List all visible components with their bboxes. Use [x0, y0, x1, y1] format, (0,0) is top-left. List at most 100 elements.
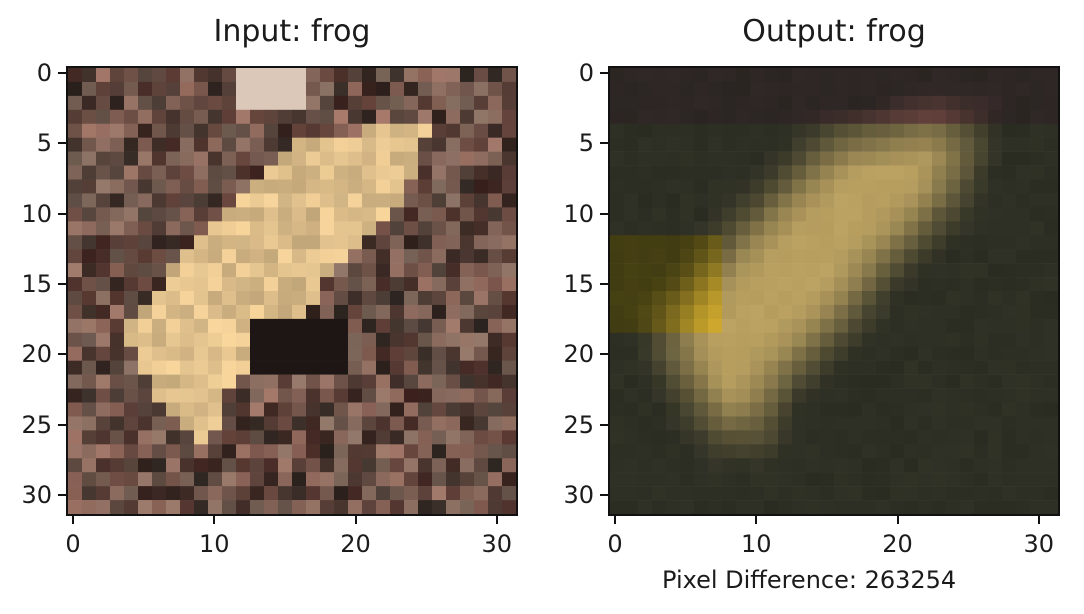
image-pixel [1044, 374, 1058, 389]
image-pixel [180, 430, 195, 445]
image-pixel [918, 318, 933, 334]
image-pixel [474, 95, 489, 111]
image-pixel [236, 304, 251, 320]
image-pixel [222, 416, 237, 431]
image-pixel [180, 123, 195, 138]
image-pixel [904, 95, 919, 111]
image-pixel [222, 430, 237, 445]
image-pixel [638, 137, 653, 152]
image-pixel [890, 193, 905, 208]
image-pixel [292, 81, 307, 97]
image-pixel [208, 277, 223, 292]
image-pixel [278, 109, 293, 125]
image-pixel [194, 151, 209, 166]
image-pixel [778, 374, 793, 389]
image-pixel [988, 179, 1003, 194]
image-pixel [446, 486, 461, 501]
image-pixel [460, 374, 475, 389]
image-pixel [680, 416, 695, 431]
image-pixel [736, 249, 751, 264]
image-pixel [666, 402, 681, 417]
image-pixel [474, 235, 489, 250]
image-pixel [848, 207, 863, 222]
image-pixel [778, 346, 793, 361]
image-pixel [222, 123, 237, 138]
image-pixel [960, 263, 975, 278]
image-pixel [306, 304, 321, 320]
image-pixel [694, 277, 709, 292]
image-pixel [988, 374, 1003, 389]
image-pixel [292, 207, 307, 222]
image-pixel [194, 332, 209, 348]
image-pixel [778, 193, 793, 208]
image-pixel [848, 458, 863, 473]
image-pixel [418, 137, 433, 152]
image-pixel [488, 165, 503, 180]
image-pixel [152, 472, 167, 487]
image-pixel [320, 221, 335, 236]
image-pixel [820, 360, 835, 375]
image-pixel [666, 81, 681, 97]
image-pixel [96, 249, 111, 264]
image-pixel [208, 193, 223, 208]
image-pixel [502, 346, 516, 361]
image-pixel [792, 318, 807, 334]
image-pixel [446, 68, 461, 83]
image-pixel [764, 291, 779, 306]
image-pixel [834, 388, 849, 403]
image-pixel [792, 81, 807, 97]
image-pixel [778, 486, 793, 501]
image-pixel [236, 416, 251, 431]
image-pixel [834, 486, 849, 501]
image-pixel [124, 486, 139, 501]
image-pixel [362, 249, 377, 264]
image-pixel [110, 165, 125, 180]
image-pixel [904, 318, 919, 334]
image-pixel [652, 458, 667, 473]
image-pixel [390, 235, 405, 250]
image-pixel [820, 151, 835, 166]
image-pixel [390, 179, 405, 194]
image-pixel [96, 68, 111, 83]
image-pixel [124, 472, 139, 487]
image-pixel [334, 472, 349, 487]
image-pixel [348, 221, 363, 236]
image-pixel [194, 277, 209, 292]
image-pixel [166, 416, 181, 431]
image-pixel [264, 68, 279, 83]
image-pixel [362, 332, 377, 348]
image-pixel [876, 109, 891, 125]
image-pixel [722, 332, 737, 348]
image-pixel [638, 81, 653, 97]
image-pixel [624, 165, 639, 180]
image-pixel [904, 137, 919, 152]
image-pixel [848, 402, 863, 417]
image-pixel [432, 109, 447, 125]
image-pixel [820, 430, 835, 445]
image-pixel [432, 277, 447, 292]
image-pixel [736, 332, 751, 348]
image-pixel [820, 123, 835, 138]
image-pixel [320, 277, 335, 292]
image-pixel [404, 137, 419, 152]
image-pixel [138, 221, 153, 236]
image-pixel [222, 68, 237, 83]
image-pixel [652, 151, 667, 166]
image-pixel [96, 346, 111, 361]
image-pixel [1030, 500, 1045, 514]
image-pixel [806, 123, 821, 138]
image-pixel [404, 109, 419, 125]
image-pixel [1002, 430, 1017, 445]
image-pixel [292, 304, 307, 320]
image-pixel [460, 249, 475, 264]
image-pixel [904, 221, 919, 236]
image-pixel [848, 263, 863, 278]
image-pixel [862, 137, 877, 152]
output-title: Output: frog [742, 14, 926, 49]
image-pixel [348, 193, 363, 208]
image-pixel [264, 416, 279, 431]
image-pixel [474, 458, 489, 473]
image-pixel [390, 458, 405, 473]
image-pixel [502, 277, 516, 292]
image-pixel [792, 486, 807, 501]
